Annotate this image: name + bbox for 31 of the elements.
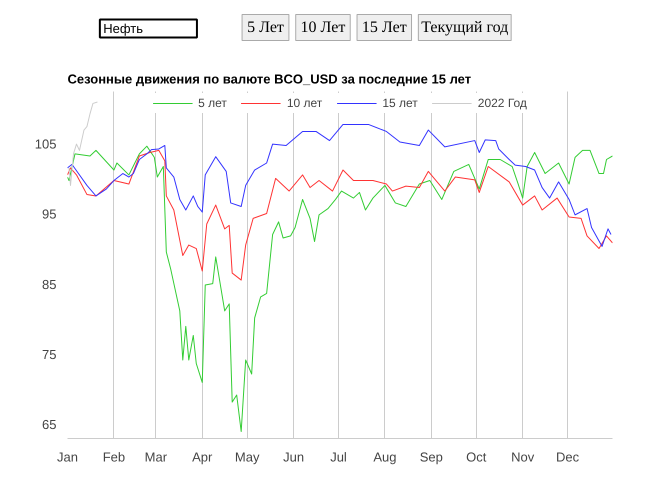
- x-tick-label: Nov: [511, 450, 535, 464]
- text: 10 Лет: [300, 19, 346, 36]
- y-tick-label: 75: [42, 346, 57, 362]
- y-tick-label: 105: [34, 136, 57, 152]
- text: Текущий год: [421, 19, 508, 36]
- x-tick-label: Aug: [373, 450, 396, 464]
- chart-title: Сезонные движения по валюте BCO_USD за последние 15 лет: [68, 72, 472, 86]
- line-series: [68, 150, 612, 281]
- x-tick-label: Oct: [466, 450, 487, 464]
- x-tick-label: Mar: [144, 450, 168, 464]
- text: 15 Лет: [362, 19, 407, 36]
- x-tick-label: Dec: [556, 450, 580, 464]
- line-series: [68, 102, 98, 186]
- text: 5 Лет: [247, 19, 284, 36]
- line-series: [68, 124, 612, 247]
- x-tick-label: May: [234, 450, 260, 464]
- x-tick-label: Jan: [57, 450, 78, 464]
- y-tick-label: 65: [42, 416, 57, 432]
- legend-label: 2022 Год: [478, 96, 527, 110]
- legend-label: 10 лет: [286, 96, 322, 110]
- y-tick-label: 85: [42, 276, 57, 292]
- line-series: [68, 146, 612, 432]
- x-tick-label: Jul: [330, 450, 347, 464]
- legend-label: 5 лет: [198, 96, 227, 110]
- y-tick-label: 95: [42, 206, 57, 222]
- x-tick-label: Feb: [102, 450, 126, 464]
- legend-label: 15 лет: [382, 96, 418, 110]
- x-tick-label: Apr: [192, 450, 214, 464]
- x-tick-label: Sep: [420, 450, 443, 464]
- text: Нефть: [103, 21, 144, 36]
- x-tick-label: Jun: [283, 450, 304, 464]
